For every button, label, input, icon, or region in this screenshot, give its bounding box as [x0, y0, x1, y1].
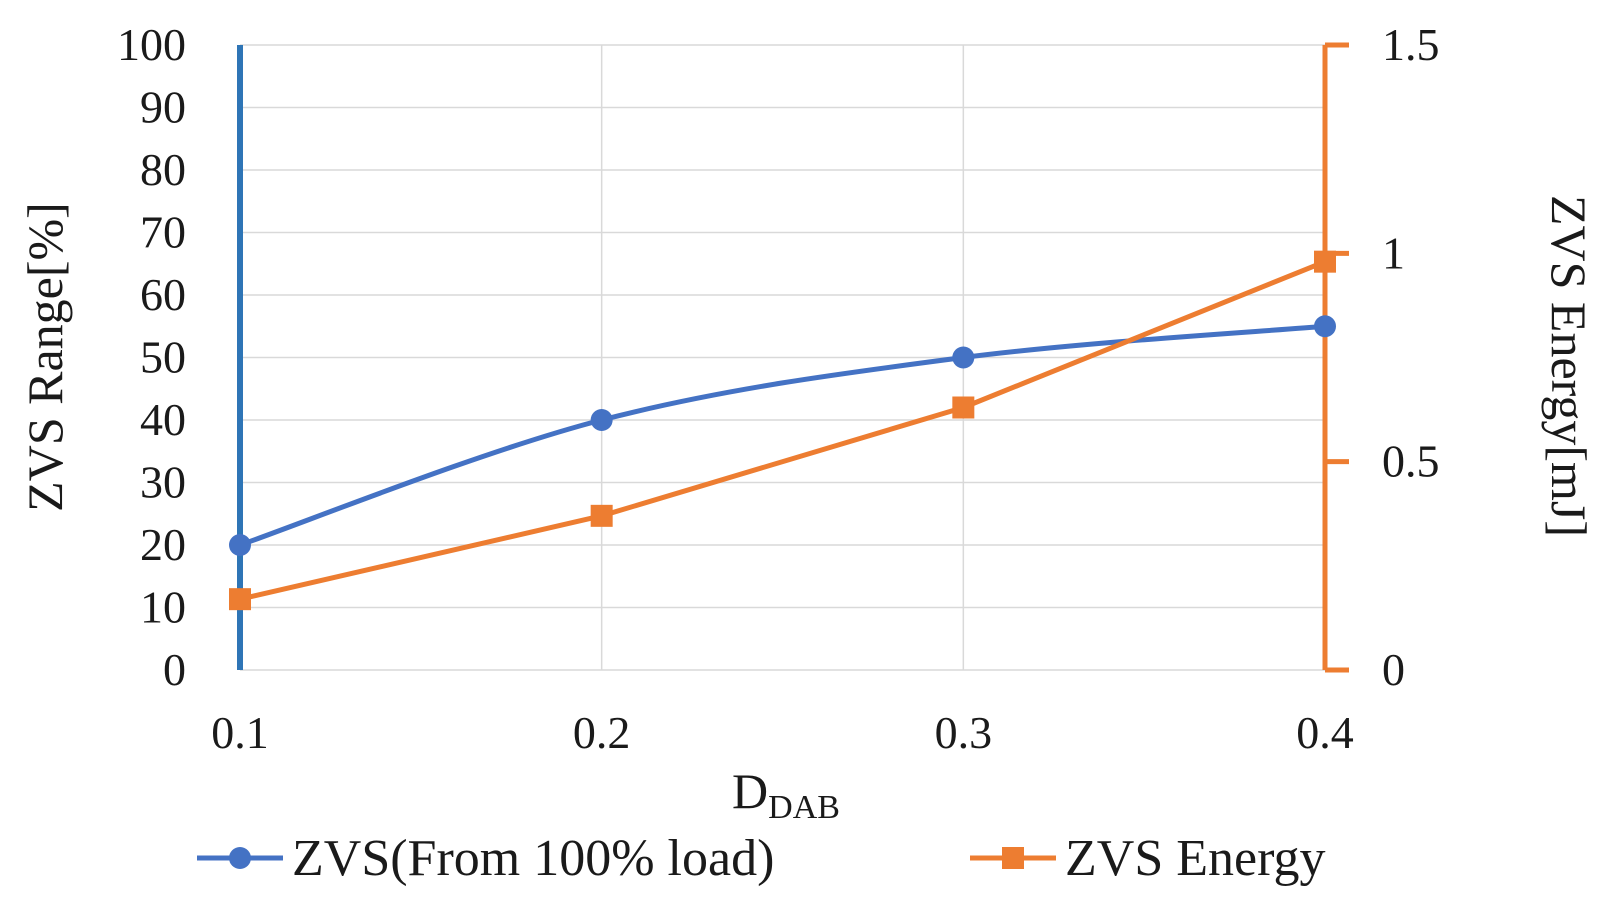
y-right-tick-label: 0 [1382, 644, 1405, 695]
y-left-tick-label: 80 [140, 144, 186, 195]
x-axis-title: DDAB [732, 763, 840, 826]
data-point-zvs-range [1314, 315, 1336, 338]
tick-layer: 0 10 20 30 40 50 60 70 80 90 100 0.1 0.2 0.3 0.4 0 0.5 1 1… [117, 19, 1440, 758]
y-left-tick-label: 30 [140, 457, 186, 508]
y-right-tick-label: 0.5 [1382, 436, 1440, 487]
y-left-tick-label: 50 [140, 332, 186, 383]
data-point-zvs-range [590, 409, 613, 431]
grid-layer [240, 44, 1325, 670]
legend-marker-zvs-energy [1002, 847, 1024, 869]
y-left-tick-label: 40 [140, 394, 186, 445]
y-right-tick-label: 1.5 [1382, 19, 1440, 70]
data-point-zvs-energy [229, 588, 251, 611]
y-left-tick-label: 10 [140, 582, 186, 633]
y-right-tick-label: 1 [1382, 227, 1405, 278]
y-left-tick-label: 60 [140, 269, 186, 320]
y-axis-left-title: ZVS Range[%] [17, 202, 73, 512]
legend-marker-zvs-range [229, 847, 251, 869]
y-left-tick-label: 20 [140, 519, 186, 570]
axis-layer [237, 42, 1349, 673]
y-left-tick-label: 100 [117, 19, 186, 70]
legend: ZVS(From 100% load) ZVS Energy [197, 830, 1325, 887]
legend-label-zvs-energy: ZVS Energy [1065, 830, 1325, 887]
data-point-zvs-range [952, 346, 975, 369]
x-tick-label: 0.2 [573, 707, 631, 758]
data-point-zvs-energy [1314, 250, 1336, 273]
x-tick-label: 0.4 [1296, 707, 1354, 758]
legend-entry-zvs-range: ZVS(From 100% load) [197, 830, 774, 887]
data-point-zvs-energy [590, 504, 613, 527]
x-tick-label: 0.3 [935, 707, 993, 758]
series-line-zvs-energy [239, 259, 1326, 602]
y-left-tick-label: 0 [163, 644, 186, 695]
legend-entry-zvs-energy: ZVS Energy [970, 830, 1325, 887]
series-layer [229, 250, 1336, 611]
x-axis-title-main: D [732, 763, 768, 819]
y-left-tick-label: 70 [140, 207, 186, 258]
y-left-tick-label: 90 [140, 82, 186, 133]
data-point-zvs-energy [952, 396, 975, 419]
data-point-zvs-range [229, 534, 251, 556]
series-line-zvs-range [239, 323, 1326, 548]
x-tick-label: 0.1 [211, 707, 269, 758]
x-axis-title-subscript: DAB [768, 789, 840, 826]
y-axis-right-title: ZVS Energy[mJ] [1541, 195, 1597, 537]
legend-label-zvs-range: ZVS(From 100% load) [292, 830, 774, 887]
